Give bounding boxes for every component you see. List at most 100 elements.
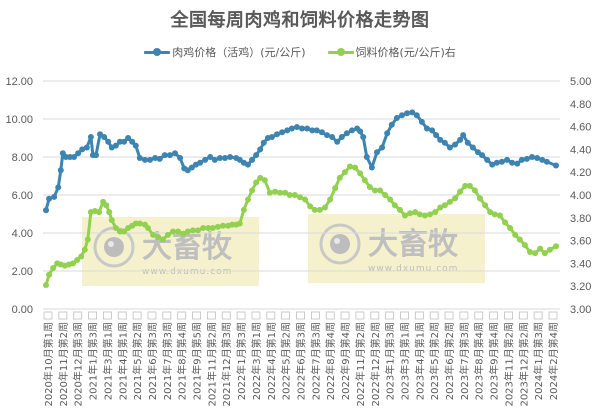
data-point-marker (523, 155, 530, 162)
data-point-marker (469, 144, 476, 151)
legend-item-feed-price: 饲料价格(元/公斤)右 (327, 44, 456, 60)
x-tick-label: 2023年8月第4周 (473, 322, 486, 400)
data-point-marker (482, 202, 489, 209)
data-point-marker (141, 156, 148, 163)
data-point-marker (43, 282, 49, 289)
series-chicken-price (43, 109, 559, 214)
x-tick-label: 2021年1月第3周 (87, 322, 100, 400)
data-point-marker (346, 163, 353, 170)
data-point-marker (309, 127, 316, 134)
y-right-tick-label: 3.80 (570, 213, 591, 225)
data-point-marker (452, 195, 459, 202)
data-point-marker (159, 236, 166, 243)
x-tick-label: 2023年11月第2周 (502, 322, 515, 407)
data-point-marker (327, 196, 334, 203)
x-tick-label: 2021年12月第3周 (220, 322, 233, 407)
data-point-marker (227, 154, 234, 160)
data-point-marker (200, 225, 207, 232)
data-point-marker (57, 167, 64, 174)
data-point-marker (462, 182, 469, 189)
y-left-tick-label: 6.00 (12, 190, 33, 202)
data-point-marker (514, 160, 521, 167)
data-point-marker (121, 228, 128, 235)
data-point-marker (502, 219, 508, 226)
data-point-marker (371, 187, 378, 194)
data-point-marker (244, 161, 251, 168)
data-point-marker (343, 130, 350, 137)
x-tick-label: 2022年9月第4周 (339, 322, 352, 400)
data-point-marker (136, 220, 143, 227)
data-point-marker (496, 212, 503, 219)
x-tick-label: 2023年1月第3周 (384, 322, 397, 400)
data-point-marker (349, 127, 355, 134)
y-left-tick-label: 12.00 (5, 76, 33, 88)
data-point-marker (209, 225, 216, 232)
data-point-marker (466, 182, 473, 189)
data-point-marker (78, 253, 85, 260)
data-point-marker (175, 228, 182, 235)
y-right-tick-label: 5.00 (570, 76, 591, 88)
data-point-marker (240, 206, 247, 213)
x-tick-label: 2022年3月第1周 (250, 322, 263, 400)
data-point-marker (493, 159, 500, 166)
svg-text:大畜牧: 大畜牧 (368, 227, 459, 262)
data-point-marker (423, 125, 430, 132)
data-point-marker (108, 217, 115, 224)
data-point-marker (553, 162, 559, 169)
data-point-marker (491, 211, 498, 218)
x-tick-label: 2023年4月第1周 (413, 322, 426, 400)
data-point-marker (50, 264, 57, 271)
data-point-marker (266, 189, 273, 196)
data-point-marker (202, 156, 209, 163)
data-point-marker (87, 134, 94, 141)
y-right-tick-label: 4.80 (570, 99, 591, 111)
data-point-marker (214, 223, 221, 230)
x-tick-label: 2022年4月第1周 (265, 322, 278, 400)
x-tick-label: 2024年1月第3周 (532, 322, 545, 400)
data-point-marker (507, 225, 514, 232)
data-point-marker (402, 212, 409, 219)
data-point-marker (377, 187, 384, 194)
data-point-marker (129, 138, 136, 145)
y-axis-left: 0.00 2.00 4.00 6.00 8.00 10.00 12.00 (5, 76, 33, 316)
data-point-marker (464, 139, 471, 146)
data-point-marker (412, 209, 419, 216)
data-point-marker (518, 156, 525, 163)
data-point-marker (105, 138, 112, 145)
data-point-marker (101, 134, 108, 141)
legend-line-marker-icon (144, 47, 171, 57)
data-point-marker (74, 256, 81, 263)
data-point-marker (296, 194, 303, 201)
data-point-marker (211, 156, 218, 163)
data-point-marker (539, 156, 546, 163)
data-point-marker (366, 184, 373, 191)
data-point-marker (274, 131, 281, 138)
x-tick-label: 2023年6月第2周 (443, 322, 456, 400)
y-left-tick-label: 2.00 (12, 266, 33, 278)
data-point-marker (541, 250, 548, 257)
data-point-marker (487, 209, 494, 216)
data-point-marker (391, 202, 398, 209)
data-point-marker (404, 110, 411, 117)
x-tick-label: 2022年1月第3周 (235, 322, 248, 400)
data-point-marker (484, 156, 491, 163)
data-point-marker (526, 249, 533, 255)
data-point-marker (387, 196, 394, 203)
data-point-marker (338, 134, 345, 141)
x-tick-label: 2021年4月第1周 (116, 322, 129, 400)
data-point-marker (516, 236, 523, 243)
data-point-marker (55, 184, 62, 191)
data-point-marker (316, 206, 323, 213)
data-point-marker (546, 246, 553, 253)
data-point-marker (437, 136, 444, 143)
data-point-marker (393, 115, 400, 122)
data-point-marker (427, 211, 434, 218)
data-point-marker (249, 156, 256, 163)
data-point-marker (441, 202, 448, 209)
data-point-marker (125, 135, 132, 141)
y-right-tick-label: 3.60 (570, 236, 591, 248)
data-point-marker (357, 170, 364, 177)
data-point-marker (205, 225, 212, 232)
data-point-marker (304, 125, 311, 132)
